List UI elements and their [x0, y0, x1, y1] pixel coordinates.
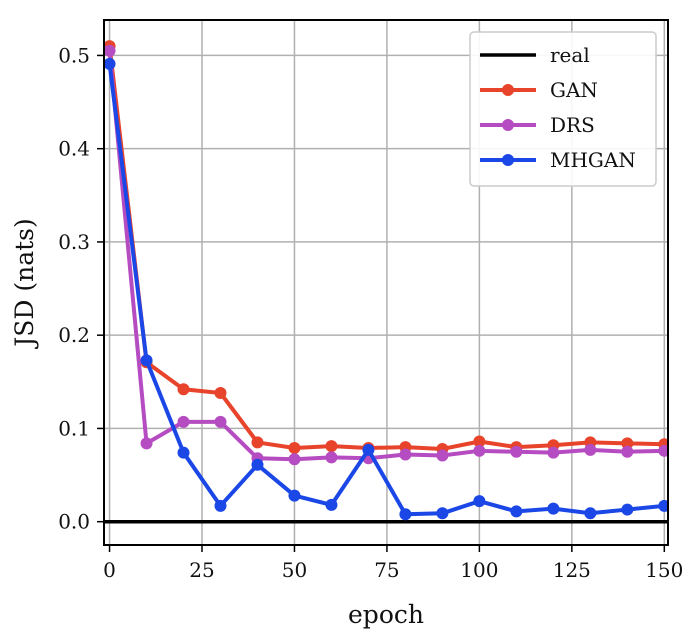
data-point-mhgan [473, 495, 486, 508]
y-tick-label: 0.0 [58, 510, 90, 534]
data-point-drs [436, 449, 449, 462]
series-line-gan [107, 45, 665, 451]
data-point-gan [473, 435, 486, 448]
legend-label-real: real [550, 43, 590, 67]
x-tick-label: 0 [103, 558, 116, 582]
data-point-drs [288, 453, 301, 466]
data-point-drs [325, 451, 338, 464]
legend-label-mhgan: MHGAN [550, 148, 636, 172]
data-point-mhgan [140, 354, 153, 367]
x-tick-label: 150 [645, 558, 683, 582]
data-point-mhgan [547, 502, 560, 515]
x-tick-label: 100 [460, 558, 498, 582]
data-point-drs [658, 444, 668, 457]
data-point-mhgan [288, 489, 301, 502]
data-point-gan [214, 387, 227, 400]
legend-marker-gan [502, 84, 514, 96]
data-point-drs [140, 437, 153, 450]
legend-marker-mhgan [502, 154, 514, 166]
legend-label-gan: GAN [550, 78, 598, 102]
data-point-mhgan [584, 507, 597, 520]
data-point-drs [584, 443, 597, 456]
plot-frame [103, 19, 669, 546]
data-point-drs [214, 415, 227, 428]
x-axis-label: epoch [348, 600, 424, 629]
data-point-gan [621, 437, 634, 450]
data-point-gan [288, 442, 301, 455]
y-tick-label: 0.2 [58, 323, 90, 347]
y-axis-label: JSD (nats) [10, 218, 39, 350]
series-group [104, 40, 668, 524]
data-point-drs [473, 444, 486, 457]
data-point-mhgan [214, 499, 227, 512]
legend-box [469, 31, 657, 187]
x-axis: 0 25 50 75 100 125 150 [103, 545, 683, 582]
y-tick-label: 0.5 [58, 43, 90, 67]
x-tick-label: 25 [189, 558, 214, 582]
data-point-mhgan [325, 498, 338, 511]
data-point-drs [547, 446, 560, 459]
data-point-mhgan [658, 499, 668, 512]
data-point-drs [621, 445, 634, 458]
x-tick-label: 75 [374, 558, 399, 582]
data-point-drs [510, 445, 523, 458]
data-point-mhgan [177, 446, 190, 459]
data-point-mhgan [362, 443, 375, 456]
data-point-gan [177, 383, 190, 396]
legend-marker-drs [502, 119, 514, 131]
data-point-drs [104, 44, 116, 57]
data-point-mhgan [399, 508, 412, 521]
data-point-mhgan [104, 57, 116, 70]
data-point-mhgan [621, 503, 634, 516]
x-tick-label: 50 [282, 558, 307, 582]
y-tick-label: 0.4 [58, 137, 90, 161]
y-tick-label: 0.1 [58, 416, 90, 440]
x-tick-label: 125 [553, 558, 591, 582]
y-axis: 0.0 0.1 0.2 0.3 0.4 0.5 [58, 43, 104, 534]
legend: real GAN DRS MHGAN [469, 31, 657, 187]
series-line-drs [107, 50, 665, 462]
y-tick-label: 0.3 [58, 230, 90, 254]
legend-label-drs: DRS [550, 113, 595, 137]
data-point-drs [399, 448, 412, 461]
series-line-mhgan [107, 63, 665, 517]
data-point-mhgan [436, 507, 449, 520]
data-point-mhgan [251, 458, 264, 471]
data-point-drs [177, 415, 190, 428]
data-point-gan [325, 440, 338, 453]
data-point-gan [251, 436, 264, 449]
data-point-mhgan [510, 505, 523, 518]
